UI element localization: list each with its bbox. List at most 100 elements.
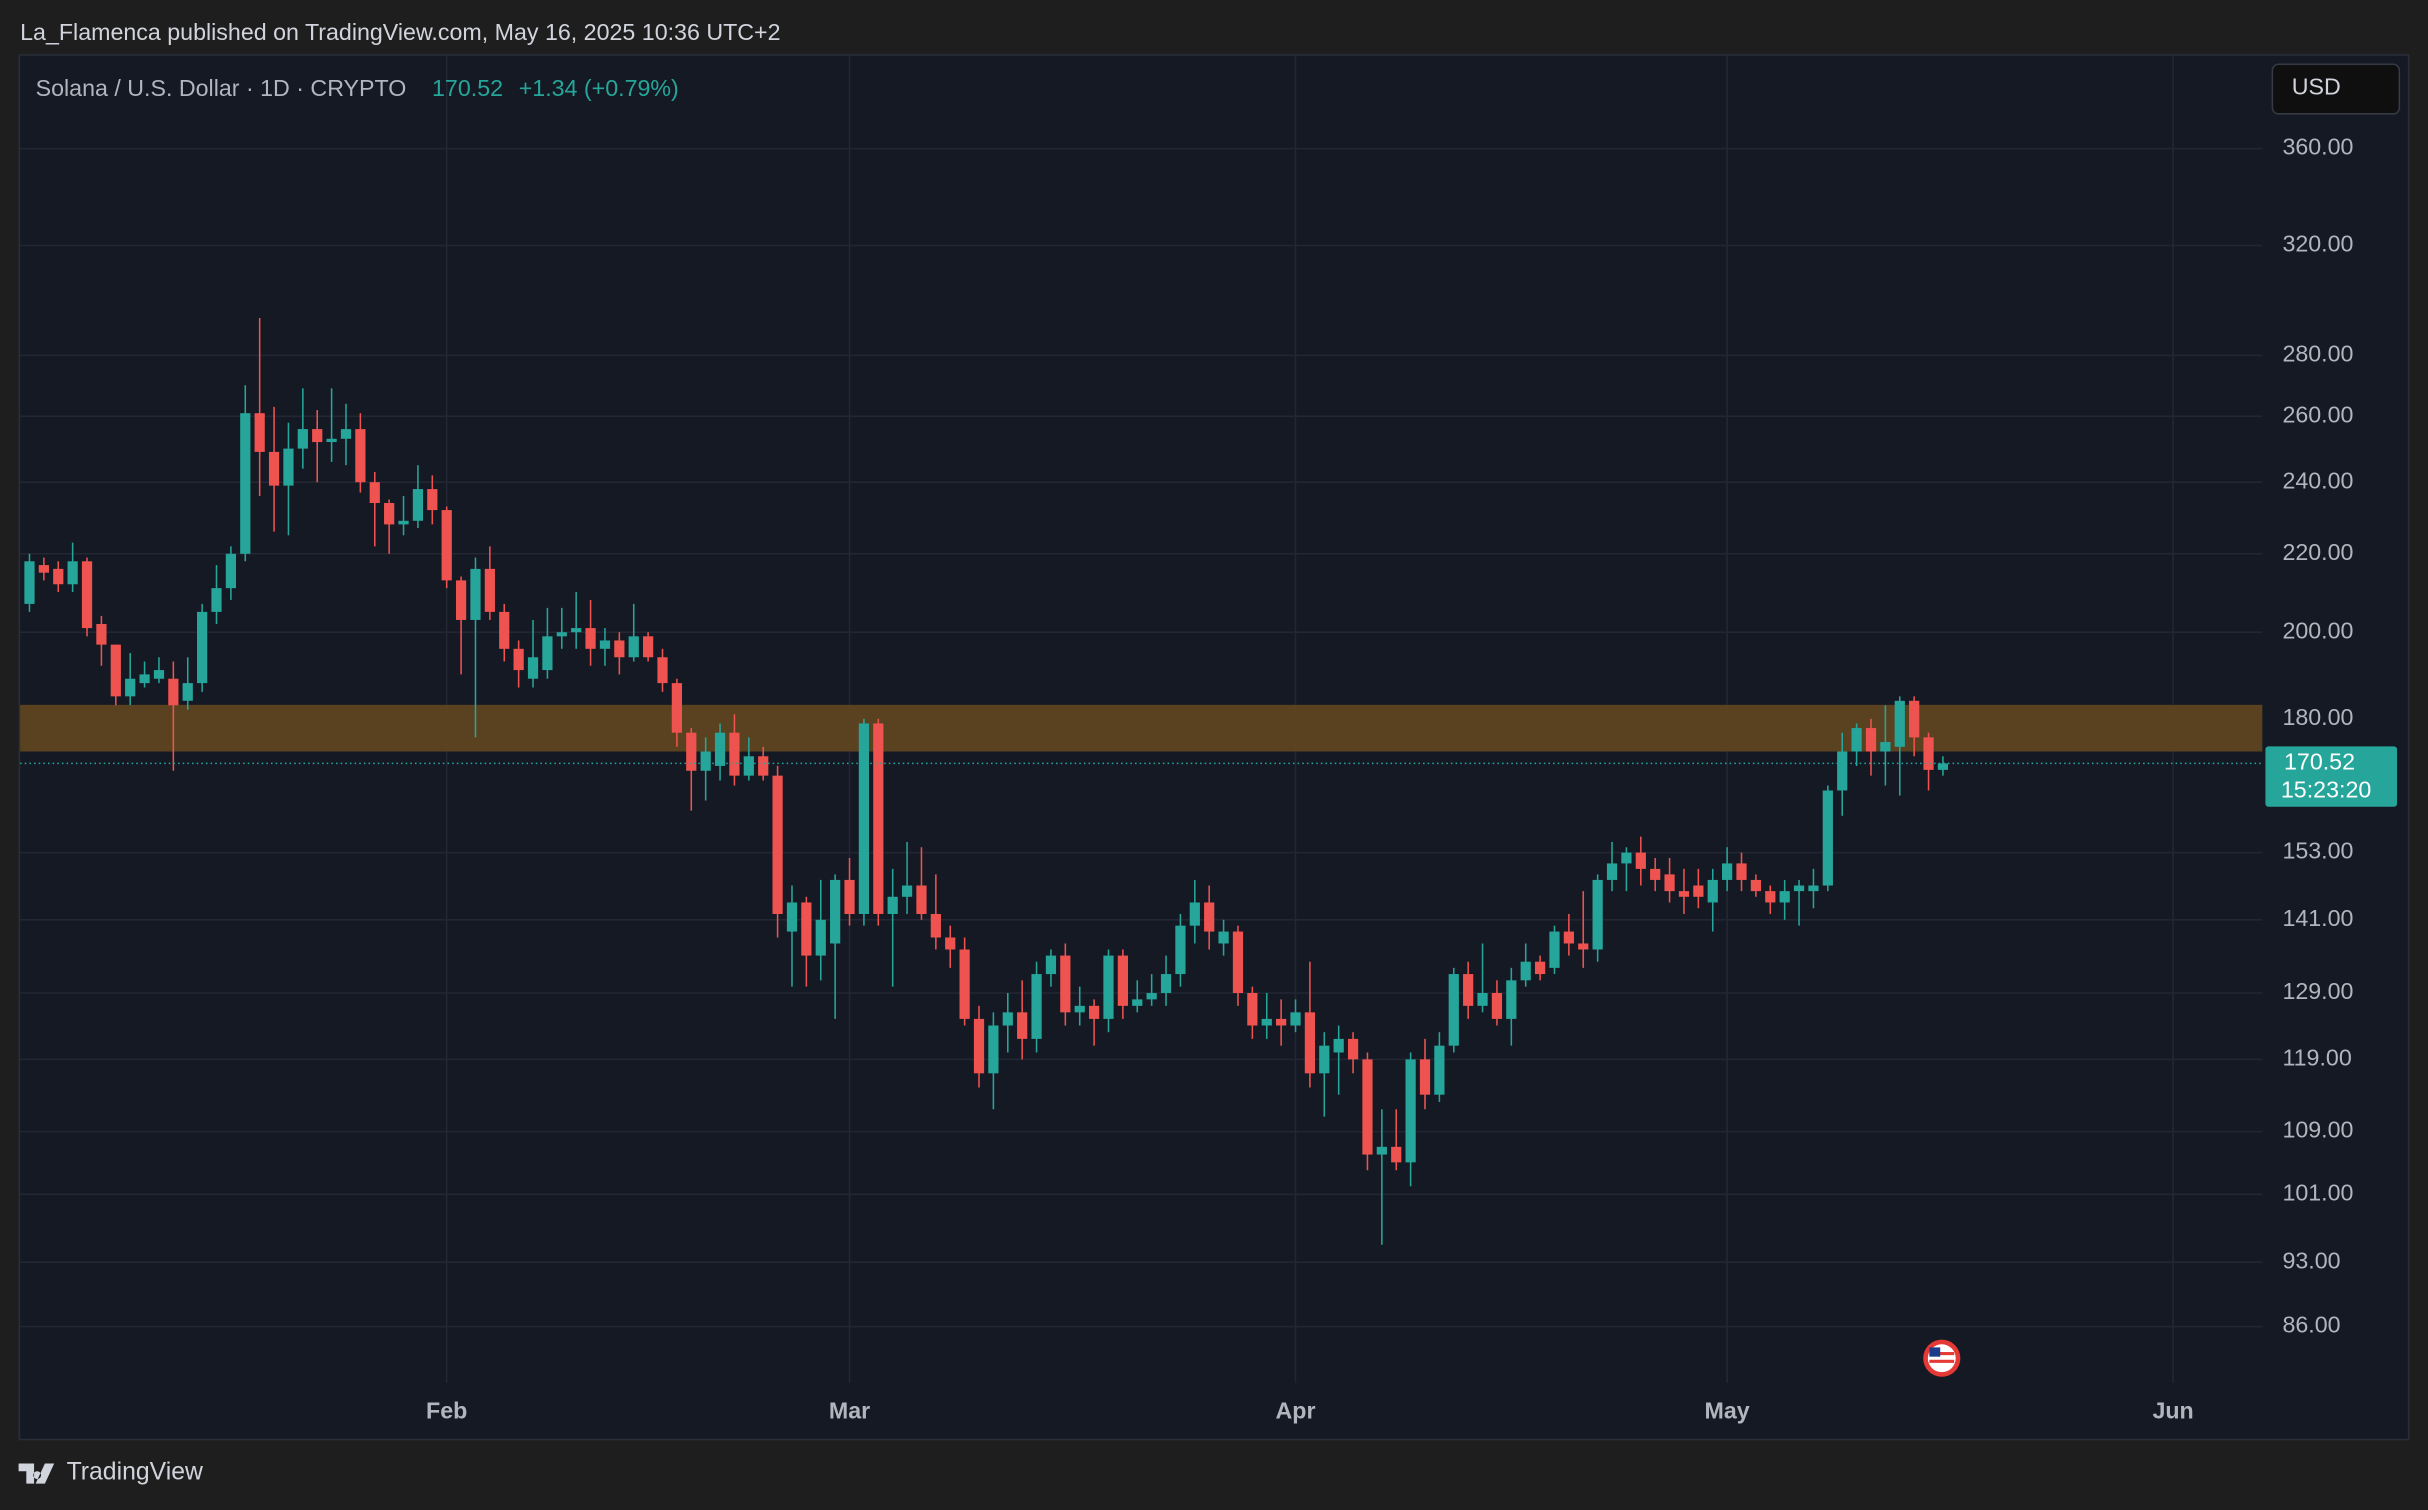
- candle-body: [1218, 931, 1229, 944]
- candle-body: [1319, 1045, 1330, 1074]
- candle-body: [1923, 737, 1934, 770]
- candle-body: [1937, 763, 1949, 770]
- candle-body: [312, 429, 323, 443]
- y-tick-label: 200.00: [2282, 617, 2353, 643]
- candle-body: [901, 885, 913, 897]
- y-tick-label: 260.00: [2282, 401, 2353, 427]
- candle-body: [1261, 1018, 1272, 1026]
- candle-body: [973, 1018, 985, 1074]
- candle-body: [1693, 885, 1704, 897]
- axes: 86.00 93.00 101.00 109.00 119.00 129.00 141.00…: [426, 134, 2398, 1424]
- candle-body: [1793, 885, 1805, 892]
- candle-body: [1750, 879, 1762, 892]
- candle-body: [1491, 992, 1503, 1019]
- candle-body: [1060, 955, 1071, 1013]
- candle-body: [96, 624, 107, 645]
- price-tag-label: 170.52: [2284, 749, 2355, 775]
- candle-body: [959, 949, 970, 1019]
- candle-body: [571, 628, 582, 633]
- candle-body: [1578, 943, 1589, 950]
- candle-body: [729, 732, 740, 776]
- candle-body: [1808, 885, 1819, 892]
- candle-body: [657, 657, 668, 684]
- candle-body: [1333, 1038, 1344, 1053]
- candle-body: [671, 683, 682, 733]
- candle-body: [1448, 974, 1459, 1046]
- candle-body: [240, 413, 251, 554]
- candle-body: [1088, 1005, 1100, 1019]
- candle-body: [1031, 974, 1042, 1039]
- candle-body: [786, 902, 798, 932]
- candle-body: [168, 678, 179, 706]
- event-flag[interactable]: [1923, 1339, 1961, 1377]
- candle-body: [38, 565, 49, 573]
- candle-body: [527, 657, 539, 679]
- price-change: +1.34 (+0.79%): [519, 75, 679, 101]
- currency-label[interactable]: USD: [2292, 73, 2341, 99]
- candle-body: [1103, 955, 1114, 1019]
- candle-body: [714, 732, 726, 766]
- candle-body: [1419, 1059, 1431, 1095]
- candle-body: [1132, 999, 1143, 1006]
- candle-body: [340, 429, 352, 439]
- chart-title: Solana / U.S. Dollar · 1D · CRYPTO: [36, 75, 407, 101]
- brand-logo: [18, 1463, 55, 1484]
- candle-body: [1160, 974, 1172, 993]
- candle-body: [887, 896, 898, 914]
- candle-body: [1563, 931, 1574, 944]
- candle-body: [1650, 868, 1661, 880]
- candle-body: [614, 640, 625, 658]
- x-tick-label: Mar: [829, 1398, 870, 1424]
- candle-body: [297, 429, 308, 449]
- candle-body: [772, 775, 783, 914]
- candle-body: [556, 632, 567, 637]
- candle-body: [1534, 961, 1546, 975]
- candle-body: [1621, 852, 1632, 864]
- x-tick-label: Apr: [1276, 1398, 1316, 1424]
- candle-body: [1376, 1146, 1387, 1155]
- candle-body: [1347, 1038, 1359, 1060]
- candle-body: [470, 568, 481, 620]
- candle-body: [1002, 1012, 1013, 1026]
- candle-body: [455, 580, 467, 620]
- candle-body: [225, 553, 237, 589]
- candle-body: [1362, 1059, 1373, 1155]
- y-tick-label: 93.00: [2282, 1247, 2340, 1273]
- candle-body: [484, 568, 495, 612]
- publisher: La_Flamenca published on TradingView.com…: [20, 19, 780, 45]
- candle-body: [369, 482, 380, 504]
- candle-body: [499, 611, 510, 649]
- candle-body: [1765, 891, 1776, 903]
- y-tick-label: 180.00: [2282, 704, 2353, 730]
- candle-body: [182, 683, 193, 701]
- candle-body: [599, 640, 611, 649]
- candle-body: [1722, 863, 1733, 880]
- y-tick-label: 320.00: [2282, 231, 2353, 257]
- candle-body: [1391, 1146, 1402, 1163]
- candle-body: [139, 674, 150, 684]
- candle-body: [268, 451, 280, 486]
- y-tick-label: 153.00: [2282, 838, 2353, 864]
- candle-body: [1290, 1012, 1301, 1026]
- y-tick-label: 220.00: [2282, 539, 2353, 565]
- candle-body: [830, 879, 841, 944]
- last-price: 170.52: [432, 75, 503, 101]
- currency-button[interactable]: [2271, 63, 2401, 115]
- candle-body: [1837, 751, 1848, 791]
- candle-body: [211, 588, 222, 612]
- candle-body: [1045, 955, 1057, 975]
- candle-body: [1880, 742, 1891, 752]
- candle-body: [1074, 1005, 1085, 1013]
- candle-body: [441, 510, 452, 581]
- candle-body: [384, 503, 395, 525]
- candle-body: [412, 489, 424, 521]
- countdown-label: 15:23:20: [2281, 776, 2371, 802]
- candle-body: [24, 561, 35, 604]
- candle-body: [125, 678, 136, 697]
- candle-body: [542, 636, 553, 671]
- candle-body: [700, 751, 711, 771]
- candle-body: [1117, 955, 1128, 1006]
- grid: [20, 55, 2263, 1384]
